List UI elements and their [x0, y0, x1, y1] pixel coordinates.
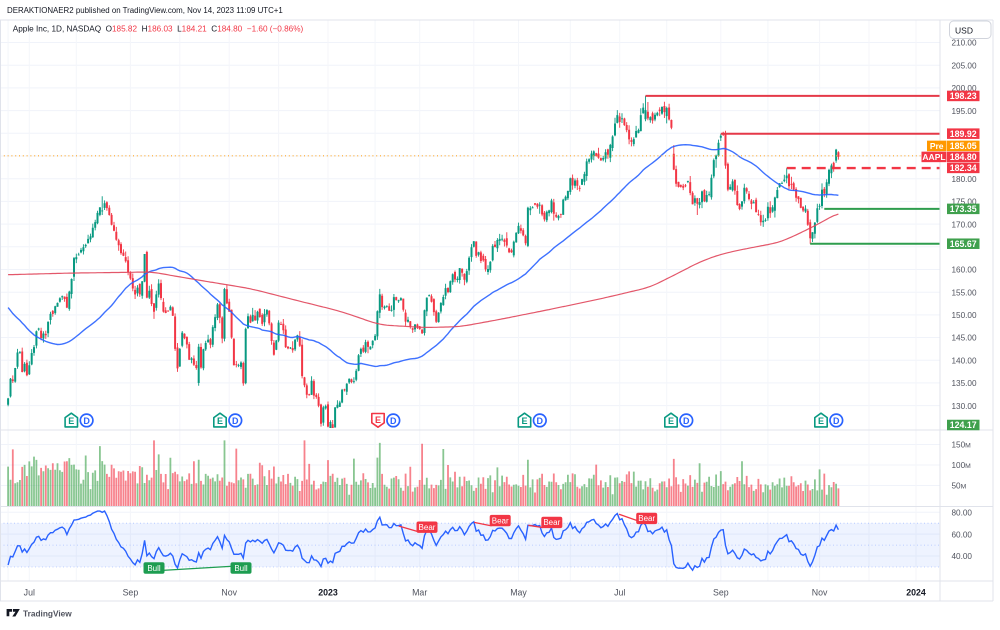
svg-text:D: D — [83, 416, 90, 426]
svg-text:135.00: 135.00 — [952, 379, 977, 388]
svg-text:Bear: Bear — [638, 514, 655, 523]
svg-text:D: D — [537, 416, 544, 426]
svg-text:E: E — [68, 416, 74, 426]
svg-text:175.00: 175.00 — [952, 198, 977, 207]
svg-text:140.00: 140.00 — [952, 356, 977, 365]
svg-text:E: E — [668, 416, 674, 426]
svg-text:Bull: Bull — [234, 564, 248, 573]
svg-text:145.00: 145.00 — [952, 334, 977, 343]
svg-text:Mar: Mar — [412, 587, 427, 597]
svg-text:Bear: Bear — [419, 523, 436, 532]
svg-text:170.00: 170.00 — [952, 220, 977, 229]
svg-text:D: D — [683, 416, 690, 426]
svg-text:185.05: 185.05 — [950, 141, 977, 151]
svg-text:DERAKTIONAER2 published on Tra: DERAKTIONAER2 published on TradingView.c… — [7, 6, 283, 15]
svg-text:E: E — [818, 416, 824, 426]
svg-text:2023: 2023 — [318, 587, 338, 597]
svg-text:160.00: 160.00 — [952, 266, 977, 275]
svg-text:AAPL: AAPL — [922, 152, 945, 162]
svg-text:130.00: 130.00 — [952, 402, 977, 411]
svg-text:USD: USD — [955, 26, 973, 36]
svg-text:Pre: Pre — [930, 141, 944, 151]
svg-text:205.00: 205.00 — [952, 61, 977, 70]
svg-text:80.00: 80.00 — [952, 508, 973, 517]
svg-text:100M: 100M — [952, 461, 972, 470]
svg-text:60.00: 60.00 — [952, 530, 973, 539]
svg-text:Sep: Sep — [123, 587, 139, 597]
svg-text:TradingView: TradingView — [23, 609, 72, 619]
svg-text:2024: 2024 — [906, 587, 926, 597]
svg-text:150.00: 150.00 — [952, 311, 977, 320]
svg-text:D: D — [833, 416, 840, 426]
svg-text:180.00: 180.00 — [952, 175, 977, 184]
svg-text:D: D — [390, 416, 397, 426]
svg-text:Apple Inc, 1D, NASDAQ O185.82: Apple Inc, 1D, NASDAQ O185.82 H186.03 L1… — [13, 25, 304, 34]
svg-text:198.23: 198.23 — [950, 91, 977, 101]
svg-text:210.00: 210.00 — [952, 39, 977, 48]
svg-text:155.00: 155.00 — [952, 288, 977, 297]
svg-text:195.00: 195.00 — [952, 107, 977, 116]
svg-text:D: D — [232, 416, 239, 426]
svg-text:E: E — [217, 416, 223, 426]
svg-text:173.35: 173.35 — [950, 204, 977, 214]
svg-text:184.80: 184.80 — [950, 152, 977, 162]
svg-text:Nov: Nov — [812, 587, 828, 597]
svg-text:40.00: 40.00 — [952, 552, 973, 561]
svg-text:Bear: Bear — [492, 516, 509, 525]
svg-text:189.92: 189.92 — [950, 129, 977, 139]
svg-text:E: E — [375, 415, 381, 425]
svg-text:May: May — [510, 587, 527, 597]
svg-text:Jul: Jul — [614, 587, 625, 597]
svg-text:182.34: 182.34 — [950, 163, 977, 173]
svg-text:Bull: Bull — [147, 564, 161, 573]
svg-text:200.00: 200.00 — [952, 84, 977, 93]
svg-text:124.17: 124.17 — [950, 420, 977, 430]
svg-text:E: E — [521, 416, 527, 426]
svg-text:165.67: 165.67 — [950, 239, 977, 249]
svg-text:Bear: Bear — [543, 518, 560, 527]
svg-text:50M: 50M — [952, 482, 967, 491]
svg-text:Nov: Nov — [221, 587, 237, 597]
svg-text:Sep: Sep — [713, 587, 729, 597]
svg-text:Jul: Jul — [24, 587, 35, 597]
svg-text:150M: 150M — [952, 441, 972, 450]
